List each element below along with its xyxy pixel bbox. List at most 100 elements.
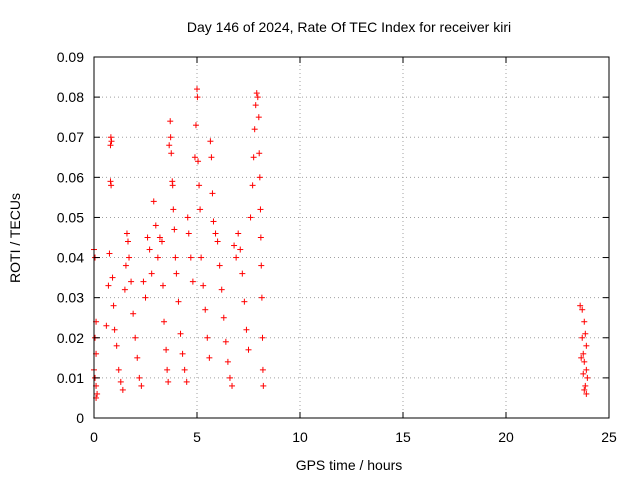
data-point bbox=[105, 282, 112, 289]
data-point bbox=[109, 274, 116, 281]
data-point bbox=[250, 154, 257, 161]
data-point bbox=[584, 374, 591, 381]
data-point bbox=[124, 238, 131, 245]
data-point bbox=[111, 326, 118, 333]
y-tick-label: 0 bbox=[76, 410, 84, 426]
data-point bbox=[257, 206, 264, 213]
y-tick-label: 0.03 bbox=[57, 290, 84, 306]
data-point bbox=[165, 378, 172, 385]
data-point bbox=[577, 302, 584, 309]
data-point bbox=[202, 306, 209, 313]
data-point bbox=[582, 382, 589, 389]
data-point bbox=[167, 118, 174, 125]
data-point bbox=[192, 122, 199, 129]
data-point bbox=[154, 254, 161, 261]
data-point bbox=[253, 90, 260, 97]
data-point bbox=[184, 214, 191, 221]
data-point bbox=[142, 294, 149, 301]
data-point bbox=[173, 270, 180, 277]
data-point bbox=[254, 94, 261, 101]
data-point bbox=[108, 138, 115, 145]
x-tick-label: 25 bbox=[601, 429, 617, 445]
data-point bbox=[259, 366, 266, 373]
data-point bbox=[212, 230, 219, 237]
data-point bbox=[197, 206, 204, 213]
x-tick-label: 20 bbox=[498, 429, 514, 445]
y-tick-label: 0.05 bbox=[57, 209, 84, 225]
y-tick-label: 0.07 bbox=[57, 129, 84, 145]
data-point bbox=[123, 230, 130, 237]
axis-ticks bbox=[93, 56, 610, 419]
data-point bbox=[235, 230, 242, 237]
data-point bbox=[231, 242, 238, 249]
data-point bbox=[257, 234, 264, 241]
data-point bbox=[132, 334, 139, 341]
data-point bbox=[185, 230, 192, 237]
data-point bbox=[107, 178, 114, 185]
data-point bbox=[194, 86, 200, 93]
data-point bbox=[233, 254, 240, 261]
data-point bbox=[249, 182, 256, 189]
data-point bbox=[207, 138, 214, 145]
y-tick-label: 0.01 bbox=[57, 370, 84, 386]
data-point bbox=[578, 354, 585, 361]
data-point bbox=[245, 346, 252, 353]
data-point bbox=[181, 366, 188, 373]
y-tick-label: 0.04 bbox=[57, 250, 84, 266]
data-point bbox=[239, 270, 246, 277]
data-point bbox=[224, 358, 231, 365]
data-point bbox=[251, 126, 258, 133]
data-point bbox=[216, 262, 223, 269]
y-tick-label: 0.02 bbox=[57, 330, 84, 346]
data-point bbox=[252, 102, 259, 109]
y-tick-label: 0.08 bbox=[57, 89, 84, 105]
data-point bbox=[206, 354, 213, 361]
x-tick-label: 10 bbox=[292, 429, 308, 445]
data-point bbox=[152, 222, 159, 229]
x-tick-label: 15 bbox=[395, 429, 411, 445]
data-point bbox=[106, 250, 113, 257]
data-point bbox=[581, 358, 588, 365]
grid bbox=[94, 57, 609, 418]
data-point bbox=[170, 206, 177, 213]
data-point bbox=[583, 366, 590, 373]
data-point bbox=[144, 234, 151, 241]
data-point bbox=[113, 342, 120, 349]
data-point bbox=[146, 246, 153, 253]
data-point bbox=[167, 134, 174, 141]
data-point bbox=[122, 262, 129, 269]
data-point bbox=[160, 282, 167, 289]
data-point bbox=[259, 334, 266, 341]
data-point bbox=[94, 390, 101, 397]
data-point bbox=[163, 346, 170, 353]
data-point bbox=[583, 342, 590, 349]
data-point bbox=[581, 386, 588, 393]
data-point bbox=[108, 182, 115, 189]
data-point bbox=[171, 226, 178, 233]
data-point bbox=[194, 94, 201, 101]
data-point bbox=[258, 262, 265, 269]
tick-labels: 0 5 10 15 20 25 0 0.01 0.02 0.03 0.04 0.05 0.06 0.07 0… bbox=[57, 49, 617, 445]
data-point bbox=[208, 154, 215, 161]
data-point bbox=[256, 150, 263, 157]
y-tick-label: 0.09 bbox=[57, 49, 84, 65]
data-point bbox=[580, 350, 587, 357]
data-point bbox=[579, 334, 586, 341]
data-point bbox=[222, 338, 229, 345]
data-point bbox=[161, 318, 168, 325]
data-point bbox=[150, 198, 157, 205]
data-point bbox=[229, 382, 236, 389]
data-point bbox=[107, 142, 114, 149]
data-point bbox=[580, 370, 587, 377]
data-point bbox=[179, 350, 186, 357]
data-point bbox=[103, 322, 110, 329]
data-point bbox=[138, 382, 145, 389]
data-point bbox=[214, 238, 221, 245]
data-point bbox=[140, 278, 147, 285]
data-point bbox=[220, 314, 227, 321]
data-point bbox=[260, 382, 267, 389]
y-axis-label: ROTI / TECUs bbox=[7, 193, 23, 283]
x-tick-label: 5 bbox=[193, 429, 201, 445]
data-point bbox=[582, 330, 589, 337]
